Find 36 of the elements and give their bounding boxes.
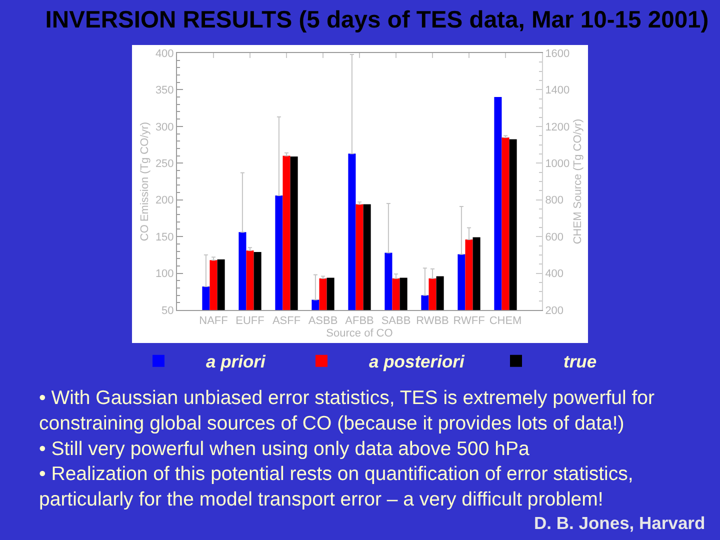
y2-tick-label: 600 bbox=[545, 231, 564, 244]
x-tick-label: ASFF bbox=[272, 315, 301, 328]
x-tick-label: RWFF bbox=[453, 315, 486, 328]
legend-label: a posteriori bbox=[369, 352, 466, 372]
legend-label: true bbox=[564, 352, 597, 372]
y2-tick-label: 1600 bbox=[545, 48, 570, 60]
y2-tick-label: 1400 bbox=[545, 84, 570, 97]
text: • Still very powerful when using only data above 500 hPa bbox=[39, 438, 530, 460]
y-axis-title: CO Emission (Tg CO/yr) bbox=[139, 122, 152, 242]
x-tick-label: SABB bbox=[381, 315, 411, 328]
y-tick-label: 400 bbox=[155, 48, 174, 60]
x-tick-label: ASBB bbox=[308, 315, 338, 328]
y-tick-label: 250 bbox=[155, 158, 174, 170]
text: • With Gaussian unbiased error statistics, TES is extremely powerful for constraining global sources of CO (because it provides lots of data!) bbox=[39, 387, 656, 434]
x-tick-label: CHEM bbox=[489, 315, 522, 328]
y-tick-label: 200 bbox=[155, 194, 174, 207]
y2-tick-label: 1000 bbox=[545, 158, 570, 170]
y2-axis-title: CHEM Source (Tg CO/yr) bbox=[572, 118, 584, 244]
y-tick-label: 150 bbox=[155, 231, 174, 244]
x-tick-label: NAFF bbox=[199, 315, 228, 328]
y-tick-label: 350 bbox=[155, 84, 174, 97]
x-tick-label: RWBB bbox=[416, 315, 449, 328]
x-tick-label: AFBB bbox=[345, 315, 374, 328]
text: D. B. Jones, Harvard bbox=[534, 513, 706, 533]
y-tick-label: 50 bbox=[162, 304, 174, 317]
y2-tick-label: 200 bbox=[545, 304, 564, 317]
y-tick-label: 300 bbox=[155, 121, 174, 134]
text: • Realization of this potential rests on quantification of error statistics, particularly for the model transport error – a very difficult problem! bbox=[39, 463, 634, 510]
x-tick-label: EUFF bbox=[236, 315, 265, 328]
y2-tick-label: 800 bbox=[545, 194, 564, 207]
legend-label: a priori bbox=[206, 352, 266, 372]
y2-tick-label: 400 bbox=[545, 268, 564, 280]
x-axis-title: Source of CO bbox=[326, 327, 394, 340]
y2-tick-label: 1200 bbox=[545, 121, 570, 134]
y-tick-label: 100 bbox=[155, 268, 174, 280]
chart-title: INVERSION RESULTS (5 days of TES data, Mar 10-15 2001) bbox=[45, 6, 709, 34]
